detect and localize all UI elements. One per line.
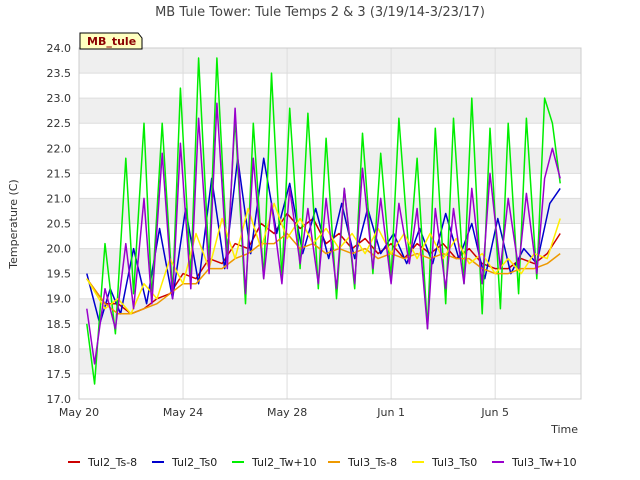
x-axis-ticks: May 20 May 24 May 28 Jun 1 Jun 5 xyxy=(59,406,509,419)
y-tick-label: 22.5 xyxy=(47,117,72,130)
legend-label: Tul2_Ts-8 xyxy=(87,456,137,469)
legend-label: Tul3_Ts-8 xyxy=(347,456,397,469)
plot-band xyxy=(79,298,581,324)
station-tag-label: MB_tule xyxy=(87,35,136,48)
legend-label: Tul2_Tw+10 xyxy=(251,456,317,469)
y-tick-label: 22.0 xyxy=(47,142,72,155)
legend-label: Tul3_Tw+10 xyxy=(511,456,577,469)
y-tick-label: 23.5 xyxy=(47,67,72,80)
y-tick-label: 21.5 xyxy=(47,167,72,180)
series-line-tul3-tw-10 xyxy=(86,102,561,365)
series-layer xyxy=(86,57,561,385)
legend-item: Tul2_Ts0 xyxy=(152,456,217,469)
legend-item: Tul2_Tw+10 xyxy=(232,456,317,469)
y-tick-label: 19.0 xyxy=(47,293,72,306)
plot-band xyxy=(79,98,581,124)
legend-label: Tul2_Ts0 xyxy=(171,456,217,469)
x-axis-title: Time xyxy=(550,423,578,436)
station-tag-box xyxy=(79,32,143,50)
legend: Tul2_Ts-8 Tul2_Ts0 Tul2_Tw+10 Tul3_Ts-8 Tul3… xyxy=(68,456,577,469)
y-tick-label: 23.0 xyxy=(47,92,72,105)
y-axis-title: Temperature (C) xyxy=(7,179,20,269)
legend-item: Tul2_Ts-8 xyxy=(68,456,137,469)
y-axis-ticks: 17.0 17.5 18.0 18.5 19.0 19.5 20.0 20.5 21.0 21.5… xyxy=(47,42,72,406)
y-tick-label: 20.5 xyxy=(47,218,72,231)
y-tick-label: 24.0 xyxy=(47,42,72,55)
x-tick-label: May 28 xyxy=(267,406,307,419)
legend-item: Tul3_Ts-8 xyxy=(328,456,397,469)
legend-item: Tul3_Tw+10 xyxy=(492,456,577,469)
plot-band xyxy=(79,48,581,74)
y-tick-label: 17.5 xyxy=(47,368,72,381)
x-tick-label: Jun 5 xyxy=(480,406,509,419)
plot-band xyxy=(79,348,581,374)
y-tick-label: 19.5 xyxy=(47,268,72,281)
station-tag: MB_tule xyxy=(79,32,143,50)
y-tick-label: 17.0 xyxy=(47,393,72,406)
y-tick-label: 18.5 xyxy=(47,318,72,331)
chart-title: MB Tule Tower: Tule Temps 2 & 3 (3/19/14… xyxy=(155,5,485,20)
y-tick-label: 20.0 xyxy=(47,243,72,256)
plot-frame xyxy=(78,47,582,400)
x-tick-label: Jun 1 xyxy=(376,406,405,419)
y-tick-label: 18.0 xyxy=(47,343,72,356)
x-tick-label: May 20 xyxy=(59,406,99,419)
y-tick-label: 21.0 xyxy=(47,192,72,205)
legend-item: Tul3_Ts0 xyxy=(412,456,477,469)
legend-label: Tul3_Ts0 xyxy=(431,456,477,469)
x-tick-label: May 24 xyxy=(163,406,203,419)
series-line-tul3-ts-8 xyxy=(86,232,561,315)
